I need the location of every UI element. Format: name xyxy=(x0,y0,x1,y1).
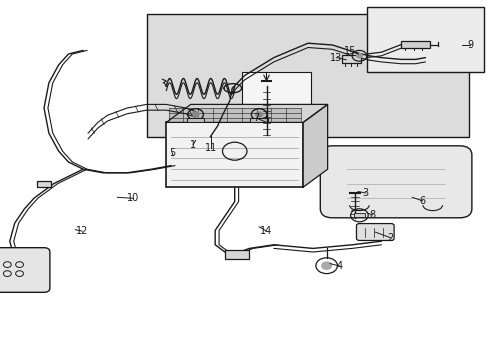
Bar xyxy=(224,250,249,259)
Text: 13: 13 xyxy=(329,53,342,63)
Bar xyxy=(250,118,267,122)
Text: 8: 8 xyxy=(369,210,375,220)
Text: 2: 2 xyxy=(386,233,392,243)
FancyBboxPatch shape xyxy=(356,224,393,240)
Polygon shape xyxy=(303,104,327,187)
Text: 10: 10 xyxy=(127,193,140,203)
Bar xyxy=(366,7,483,72)
Circle shape xyxy=(321,262,331,269)
Bar xyxy=(146,14,468,137)
Polygon shape xyxy=(166,104,327,122)
Text: 6: 6 xyxy=(419,196,425,206)
Text: 5: 5 xyxy=(169,148,175,158)
Text: 3: 3 xyxy=(362,188,368,198)
Bar xyxy=(242,72,310,137)
Text: 7: 7 xyxy=(253,113,259,123)
Bar xyxy=(168,108,300,122)
Circle shape xyxy=(255,112,262,117)
FancyBboxPatch shape xyxy=(0,248,50,292)
Text: 4: 4 xyxy=(336,261,342,271)
Circle shape xyxy=(356,54,362,58)
Bar xyxy=(400,41,429,48)
Text: 14: 14 xyxy=(260,226,272,236)
Bar xyxy=(353,213,364,217)
Circle shape xyxy=(192,112,199,117)
Bar xyxy=(37,181,51,187)
Bar xyxy=(342,55,360,63)
Bar xyxy=(166,122,303,187)
Text: 12: 12 xyxy=(76,226,88,236)
Text: 1: 1 xyxy=(190,140,196,150)
FancyBboxPatch shape xyxy=(320,146,471,218)
Text: 15: 15 xyxy=(344,46,356,56)
Bar xyxy=(186,118,204,122)
Text: 9: 9 xyxy=(467,40,472,50)
Text: 11: 11 xyxy=(204,143,217,153)
